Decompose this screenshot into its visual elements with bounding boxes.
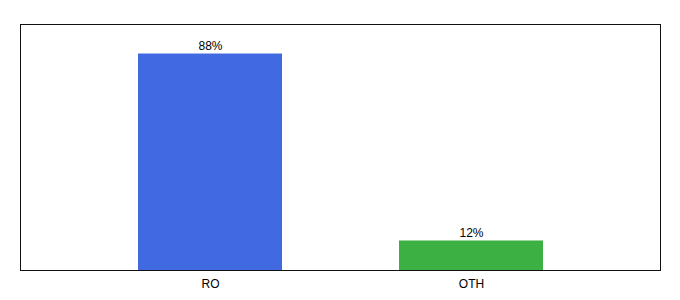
svg-text:OTH: OTH [459, 277, 484, 291]
svg-text:88%: 88% [198, 39, 222, 53]
svg-text:12%: 12% [459, 226, 483, 240]
svg-text:RO: RO [202, 277, 220, 291]
